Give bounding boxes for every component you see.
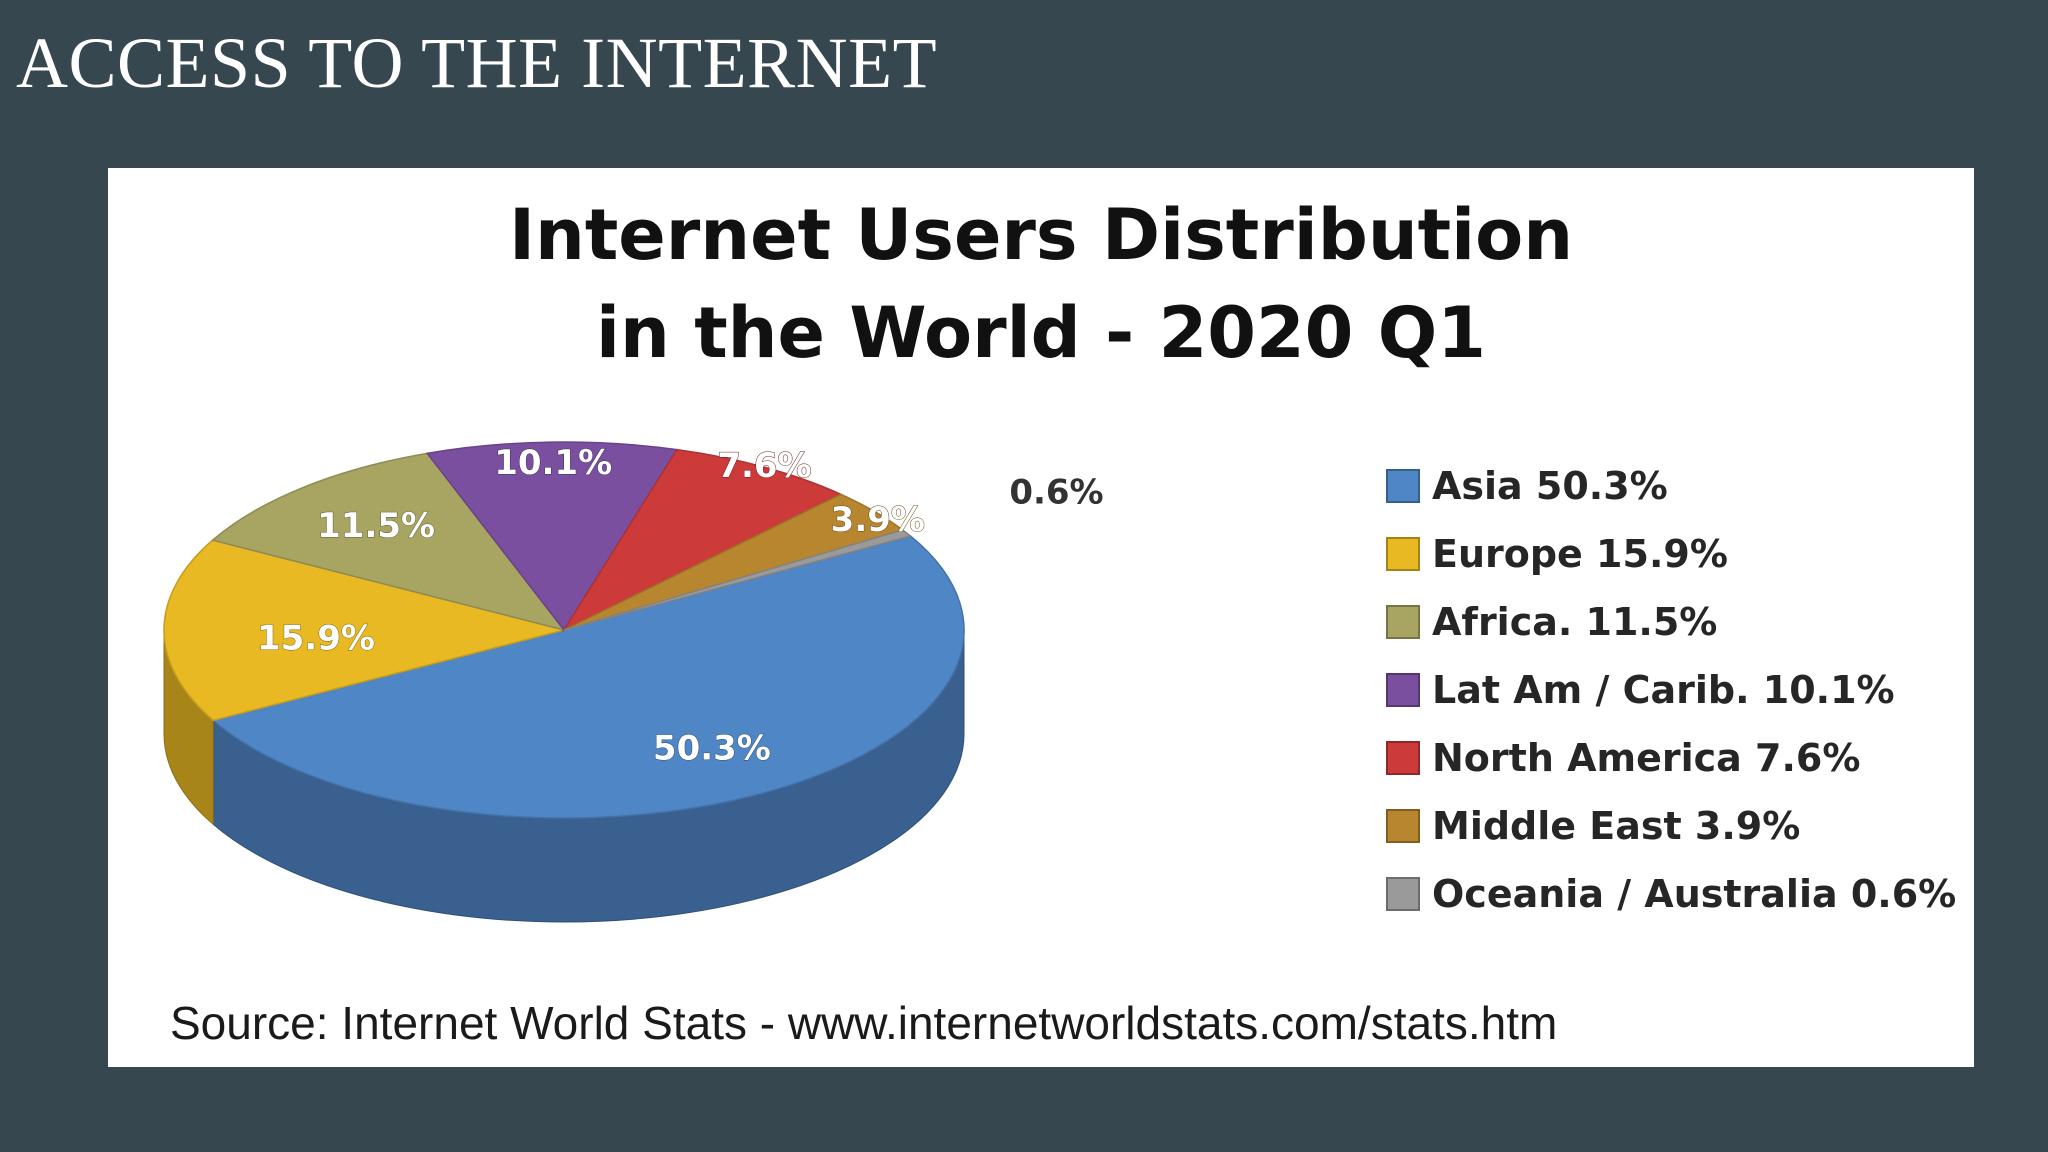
legend-item-africa: Africa. 11.5% bbox=[1386, 588, 1956, 656]
data-label-3: 10.1% bbox=[494, 443, 612, 483]
chart-card: Internet Users Distribution in the World… bbox=[108, 168, 1974, 1067]
legend-item-asia: Asia 50.3% bbox=[1386, 452, 1956, 520]
legend-swatch-north-america bbox=[1386, 741, 1420, 775]
legend-label-asia: Asia 50.3% bbox=[1432, 464, 1668, 508]
pie-slice-asia bbox=[211, 535, 965, 819]
chart-title-line-2: in the World - 2020 Q1 bbox=[596, 292, 1486, 374]
legend: Asia 50.3% Europe 15.9% Africa. 11.5% La… bbox=[1386, 452, 1956, 928]
legend-label-europe: Europe 15.9% bbox=[1432, 532, 1728, 576]
source-note: Source: Internet World Stats - www.inter… bbox=[170, 997, 1558, 1049]
pie-data-labels: 50.3% 15.9% 11.5% 10.1% 7.6% 3.9% 0.6% bbox=[257, 442, 1104, 769]
pie-chart: 50.3% 15.9% 11.5% 10.1% 7.6% 3.9% 0.6% bbox=[163, 441, 1104, 923]
legend-label-africa: Africa. 11.5% bbox=[1432, 600, 1718, 644]
data-label-4: 7.6% bbox=[717, 446, 811, 486]
chart-title-line-1: Internet Users Distribution bbox=[508, 194, 1574, 276]
legend-item-europe: Europe 15.9% bbox=[1386, 520, 1956, 588]
legend-swatch-middle-east bbox=[1386, 809, 1420, 843]
legend-label-oceania: Oceania / Australia 0.6% bbox=[1432, 872, 1957, 916]
legend-swatch-oceania bbox=[1386, 877, 1420, 911]
data-label-2: 11.5% bbox=[317, 506, 435, 546]
legend-swatch-europe bbox=[1386, 537, 1420, 571]
legend-label-latam: Lat Am / Carib. 10.1% bbox=[1432, 668, 1895, 712]
pie-slice-north-america bbox=[561, 448, 843, 632]
slide-title: ACCESS TO THE INTERNET bbox=[16, 23, 938, 103]
legend-item-north-america: North America 7.6% bbox=[1386, 724, 1956, 792]
chart-title: Internet Users Distribution in the World… bbox=[108, 186, 1974, 382]
pie-slice-africa bbox=[211, 452, 566, 632]
legend-item-middle-east: Middle East 3.9% bbox=[1386, 792, 1956, 860]
data-label-1: 15.9% bbox=[257, 619, 375, 659]
legend-item-latam: Lat Am / Carib. 10.1% bbox=[1386, 656, 1956, 724]
data-label-0: 50.3% bbox=[653, 729, 771, 769]
data-label-5: 3.9% bbox=[831, 500, 925, 540]
legend-swatch-africa bbox=[1386, 605, 1420, 639]
data-label-6: 0.6% bbox=[1009, 472, 1103, 512]
legend-label-north-america: North America 7.6% bbox=[1432, 736, 1861, 780]
pie-slice-oceania-australia bbox=[563, 529, 913, 631]
legend-swatch-latam bbox=[1386, 673, 1420, 707]
legend-swatch-asia bbox=[1386, 469, 1420, 503]
legend-label-middle-east: Middle East 3.9% bbox=[1432, 804, 1801, 848]
legend-item-oceania: Oceania / Australia 0.6% bbox=[1386, 860, 1956, 928]
pie-top bbox=[163, 441, 965, 819]
pie-slice-lat-am-carib bbox=[425, 441, 679, 632]
pie-slice-europe bbox=[163, 539, 565, 722]
